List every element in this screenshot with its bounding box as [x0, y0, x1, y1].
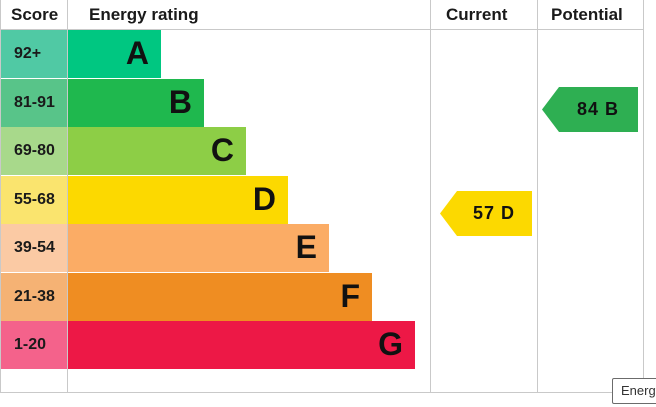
band-row-b: 81-91 B [1, 78, 643, 127]
score-range-label: 81-91 [14, 93, 55, 111]
epc-table: Score Energy rating Current Potential 92… [0, 0, 644, 393]
band-bar-c: C [68, 127, 246, 175]
score-cell-c: 69-80 [1, 127, 67, 175]
score-cell-b: 81-91 [1, 78, 67, 127]
score-cell-a: 92+ [1, 30, 67, 78]
energy-tooltip-label: Energy [621, 383, 656, 398]
band-bar-b: B [68, 78, 204, 127]
band-row-e: 39-54 E [1, 224, 643, 272]
score-cell-e: 39-54 [1, 224, 67, 272]
band-letter-label: C [210, 132, 234, 168]
band-row-f: 21-38 F [1, 272, 643, 321]
score-cell-f: 21-38 [1, 272, 67, 321]
potential-rating-arrow: 84 B [542, 87, 638, 132]
band-letter-label: F [340, 277, 360, 314]
score-range-label: 39-54 [14, 239, 55, 256]
band-letter-label: G [378, 326, 403, 362]
band-bar-d: D [68, 175, 288, 224]
band-letter-label: D [252, 180, 276, 217]
table-border-right [643, 0, 644, 393]
current-arrow-shape [440, 191, 532, 236]
band-bar-f: F [68, 272, 372, 321]
band-row-g: 1-20 G [1, 321, 643, 369]
band-letter-label: B [168, 83, 192, 120]
table-border-bottom [0, 392, 644, 393]
score-range-label: 1-20 [14, 336, 47, 353]
current-rating-label: 57 D [472, 203, 516, 223]
band-row-a: 92+ A [1, 30, 643, 78]
score-range-label: 92+ [14, 45, 42, 62]
column-divider-rating-current [430, 0, 431, 393]
band-bar-g: G [68, 321, 415, 369]
score-range-label: 69-80 [14, 142, 55, 159]
score-cell-d: 55-68 [1, 175, 67, 224]
band-row-d: 55-68 D [1, 175, 643, 224]
band-bar-a: A [68, 30, 161, 78]
column-header-potential: Potential [551, 5, 623, 24]
column-divider-score-rating [67, 0, 68, 393]
table-border-left [0, 0, 1, 393]
score-range-label: 21-38 [14, 287, 55, 305]
table-header-row: Score Energy rating Current Potential [0, 0, 644, 30]
column-header-current: Current [446, 5, 508, 24]
energy-tooltip[interactable]: Energy [612, 378, 656, 404]
column-header-energy-rating: Energy rating [89, 5, 199, 24]
score-range-label: 55-68 [14, 190, 55, 208]
band-row-c: 69-80 C [1, 127, 643, 175]
column-header-score: Score [11, 5, 59, 24]
potential-arrow-shape [542, 87, 638, 132]
band-bar-e: E [68, 224, 329, 272]
column-divider-current-potential [537, 0, 538, 393]
band-letter-label: A [125, 35, 149, 71]
band-letter-label: E [295, 229, 317, 265]
potential-rating-label: 84 B [576, 99, 620, 119]
score-cell-g: 1-20 [1, 321, 67, 369]
current-rating-arrow: 57 D [440, 191, 532, 236]
